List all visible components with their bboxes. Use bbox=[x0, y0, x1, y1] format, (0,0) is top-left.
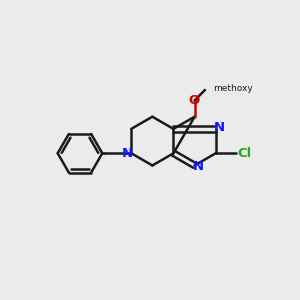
Text: N: N bbox=[214, 121, 225, 134]
Text: Cl: Cl bbox=[238, 147, 252, 160]
Text: N: N bbox=[193, 160, 204, 173]
Text: N: N bbox=[122, 147, 133, 160]
Text: methoxy: methoxy bbox=[213, 84, 253, 93]
Text: O: O bbox=[188, 94, 199, 107]
